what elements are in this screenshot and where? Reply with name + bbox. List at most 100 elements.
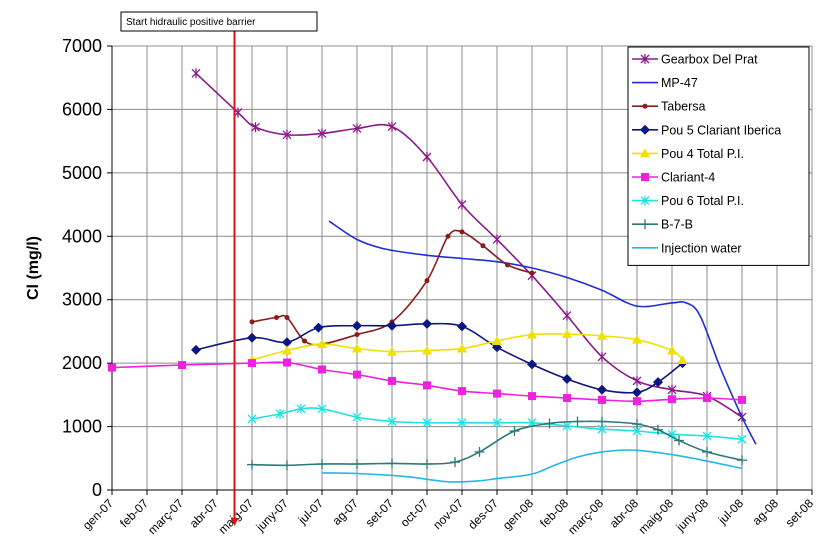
data-point (296, 403, 306, 414)
data-point (493, 389, 501, 398)
series-line (321, 449, 743, 483)
x-tick-label: set-07 (363, 496, 397, 530)
legend-swatch-marker (640, 124, 650, 135)
data-point (422, 152, 432, 162)
series-clariant-4 (108, 358, 746, 406)
x-tick-label: oct-07 (398, 496, 432, 530)
data-point (457, 343, 467, 353)
data-point (282, 460, 292, 471)
data-point (457, 199, 467, 210)
data-point (572, 416, 583, 427)
data-point (353, 370, 361, 379)
x-tick-label: juny-08 (673, 496, 712, 535)
data-point (352, 343, 362, 353)
data-point (653, 377, 663, 388)
data-point (283, 358, 291, 367)
series-b-7-b (247, 416, 747, 471)
data-point (632, 375, 642, 386)
legend-item-pou-4-total-p-i: Pou 4 Total P.I. (632, 147, 744, 161)
data-point (562, 328, 572, 338)
legend-label: Gearbox Del Prat (661, 53, 758, 67)
data-point (492, 335, 502, 345)
data-point (632, 387, 642, 398)
data-point (492, 417, 502, 428)
data-point (529, 270, 535, 276)
data-point (422, 417, 432, 428)
legend-item-pou-6-total-p-i: Pou 6 Total P.I. (632, 194, 744, 208)
data-point (275, 408, 285, 419)
data-point (284, 314, 290, 320)
data-point (597, 384, 607, 395)
y-tick-label: 7000 (62, 36, 102, 56)
y-axis: 0 1000 2000 3000 4000 5000 6000 7000 (62, 36, 113, 500)
legend-swatch-marker (640, 219, 650, 230)
x-tick-label: gen-07 (80, 496, 117, 533)
x-tick-label: març-07 (145, 496, 186, 537)
data-point (318, 365, 326, 374)
data-point (247, 459, 257, 470)
legend: Gearbox Del Prat MP-47 Tabersa Pou 5 Claria… (627, 46, 810, 266)
data-point (458, 387, 466, 396)
data-point (450, 457, 460, 468)
annotation: Start hidraulic positive barrier (120, 11, 318, 526)
legend-item-b-7-b: B-7-B (632, 218, 693, 232)
data-point (597, 351, 607, 362)
data-point (597, 416, 607, 427)
data-point (317, 458, 327, 469)
data-point (632, 334, 642, 344)
data-point (457, 321, 467, 332)
data-point (317, 403, 327, 414)
data-point (388, 376, 396, 385)
x-tick-label: març-08 (565, 496, 606, 537)
legend-box (627, 46, 810, 266)
x-tick-label: maig-08 (636, 496, 677, 537)
data-point (422, 458, 432, 469)
data-point (737, 434, 747, 445)
data-point (317, 339, 327, 349)
data-point (282, 337, 292, 348)
x-tick-label: set-08 (783, 496, 817, 530)
data-point (248, 359, 256, 368)
data-point (352, 320, 362, 331)
legend-label: Pou 4 Total P.I. (661, 147, 744, 161)
y-tick-label: 5000 (62, 163, 102, 183)
data-point (474, 446, 485, 457)
series-injection-water (321, 449, 743, 483)
data-point (191, 344, 201, 355)
series-line (251, 332, 684, 361)
data-point (247, 332, 257, 343)
data-point (424, 278, 430, 284)
data-point (544, 418, 555, 429)
data-point (703, 394, 711, 403)
y-tick-label: 4000 (62, 226, 102, 246)
x-tick-label: maig-07 (216, 496, 257, 537)
data-point (387, 121, 397, 132)
series-mp-47 (328, 220, 757, 445)
data-point (387, 320, 397, 331)
annotation-box (120, 11, 318, 32)
series-line (251, 407, 743, 441)
series-gearbox-del-prat (191, 68, 747, 423)
data-point (653, 424, 663, 435)
data-point (632, 419, 642, 430)
data-point (108, 363, 116, 372)
data-point (562, 310, 572, 321)
data-point (247, 413, 257, 424)
data-point (282, 345, 292, 355)
legend-swatch-marker (640, 148, 650, 158)
legend-swatch-marker (640, 54, 650, 64)
annotation-text: Start hidraulic positive barrier (126, 17, 256, 28)
data-point (667, 384, 677, 395)
legend-label: MP-47 (661, 76, 698, 90)
data-point (677, 354, 688, 364)
data-point (674, 435, 684, 446)
data-point (274, 314, 279, 320)
legend-swatch-marker (640, 195, 650, 206)
data-point (702, 431, 712, 442)
data-point (352, 458, 362, 469)
data-point (387, 416, 397, 427)
data-point (492, 234, 502, 245)
data-point (562, 374, 572, 384)
data-point (480, 243, 486, 249)
